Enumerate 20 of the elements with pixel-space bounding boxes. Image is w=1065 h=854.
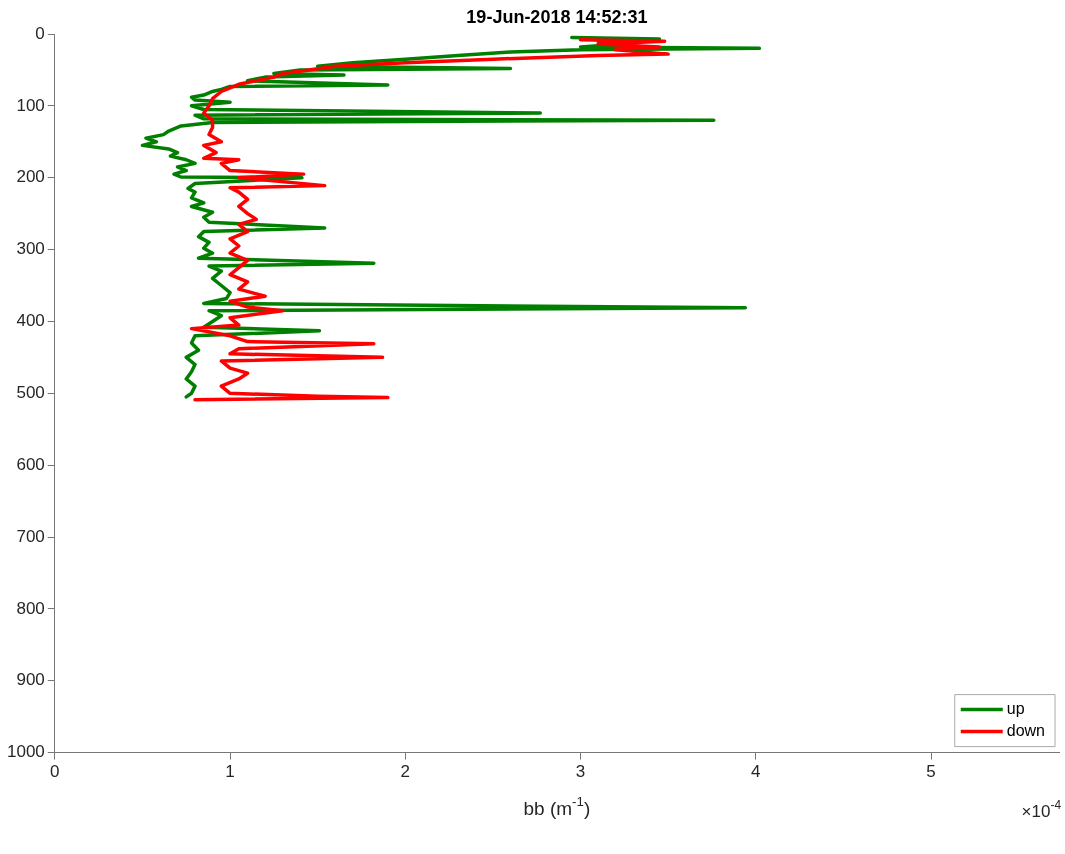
y-tick-label: 400 — [16, 311, 45, 331]
y-tick-label: 800 — [16, 598, 45, 618]
x-tick-label: 5 — [926, 762, 936, 782]
x-tick-label: 3 — [575, 762, 586, 782]
y-tick-label: 200 — [16, 167, 45, 187]
x-tick-label: 1 — [225, 762, 235, 782]
x-tick-label: 2 — [400, 762, 411, 782]
x-tick-label: 4 — [751, 762, 761, 782]
y-tick-label: 100 — [16, 95, 45, 115]
chart-title: 19-Jun-2018 14:52:31 — [466, 6, 648, 27]
y-tick-label: 300 — [16, 239, 45, 259]
x-tick-label: 0 — [50, 762, 60, 782]
legend-label: down — [1006, 722, 1045, 740]
y-tick-label: 0 — [35, 23, 45, 43]
y-tick-label: 600 — [16, 454, 45, 474]
y-tick-label: 1000 — [6, 742, 45, 762]
legend-label: up — [1006, 700, 1025, 718]
y-tick-label: 900 — [16, 670, 45, 690]
y-tick-label: 500 — [16, 382, 45, 402]
y-tick-label: 700 — [16, 526, 45, 546]
